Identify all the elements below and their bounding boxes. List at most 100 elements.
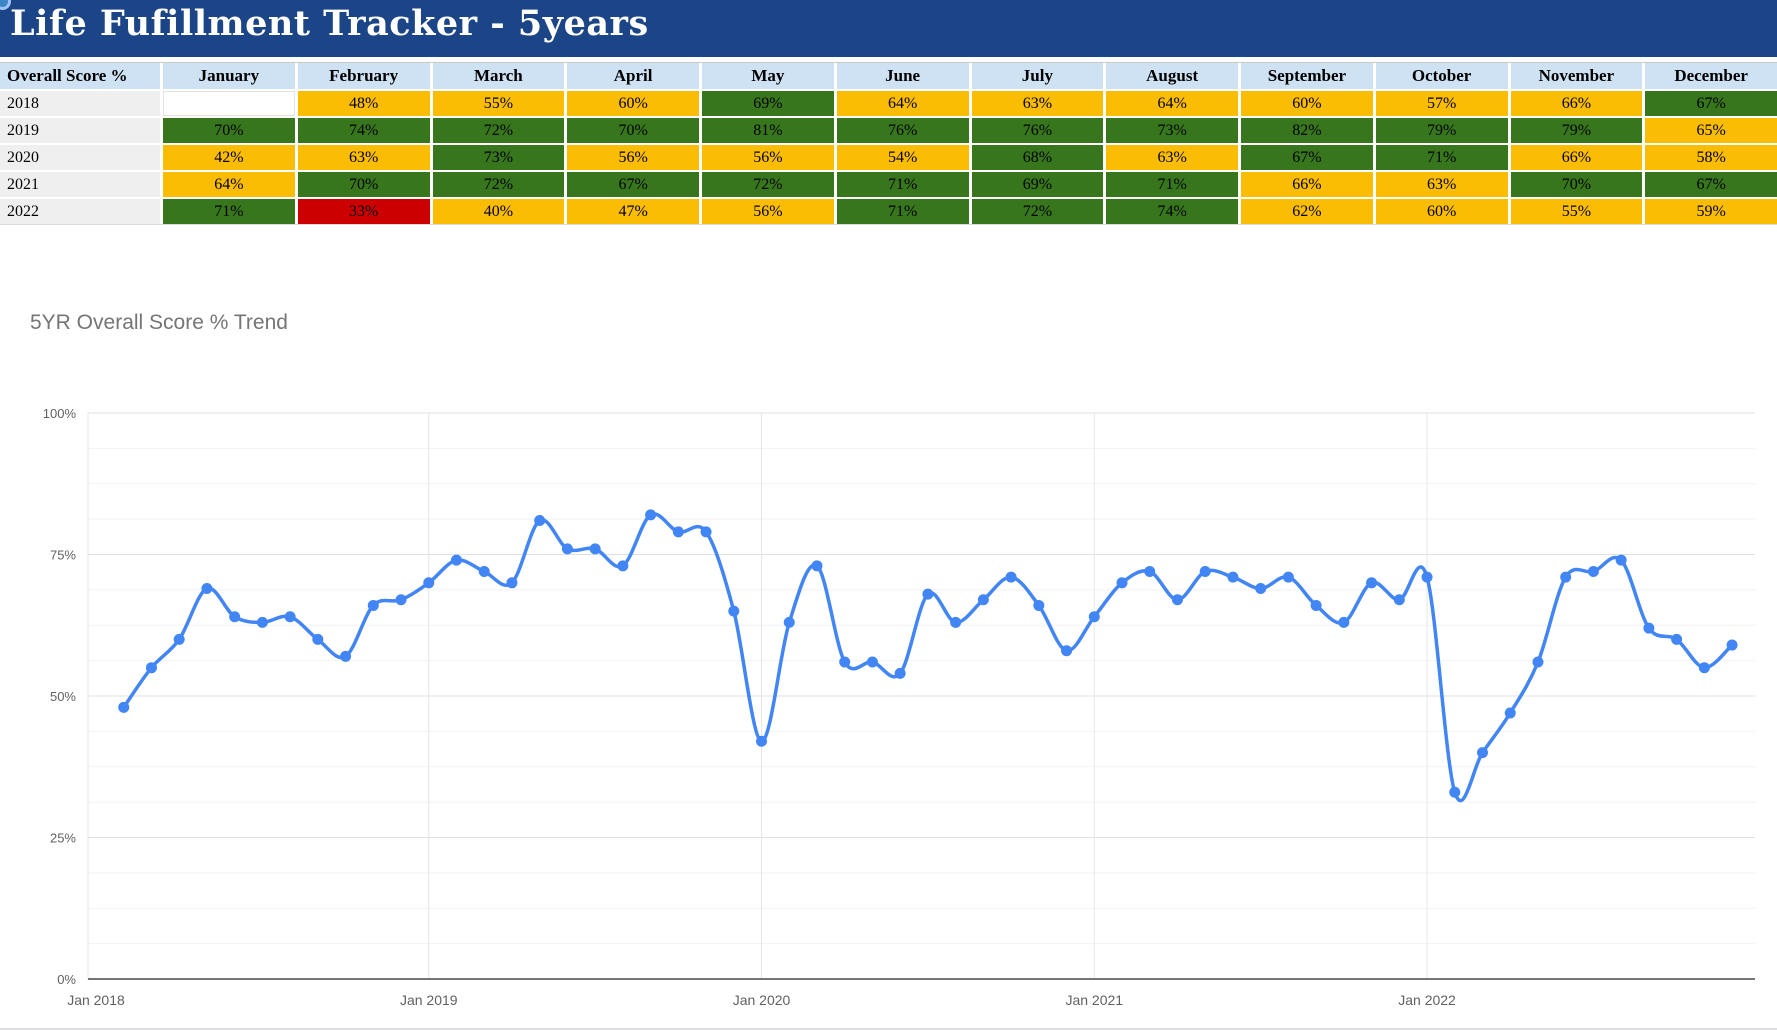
data-point[interactable]: [1643, 622, 1655, 634]
score-cell[interactable]: 67%: [1645, 172, 1777, 197]
score-cell[interactable]: 73%: [432, 145, 565, 170]
score-cell[interactable]: 64%: [836, 91, 969, 116]
data-point[interactable]: [561, 543, 573, 555]
month-header-december[interactable]: December: [1645, 63, 1777, 89]
score-cell[interactable]: 76%: [836, 118, 969, 143]
score-cell[interactable]: 66%: [1510, 91, 1643, 116]
score-cell[interactable]: 71%: [1106, 172, 1238, 197]
data-point[interactable]: [1199, 565, 1211, 577]
score-cell[interactable]: 67%: [1241, 145, 1373, 170]
score-cell[interactable]: 68%: [971, 145, 1104, 170]
score-cell[interactable]: 79%: [1375, 118, 1508, 143]
score-cell[interactable]: 60%: [567, 91, 699, 116]
data-point[interactable]: [1088, 611, 1100, 623]
data-point[interactable]: [1171, 594, 1183, 606]
data-point[interactable]: [284, 611, 296, 623]
data-point[interactable]: [1282, 571, 1294, 583]
score-cell[interactable]: 64%: [1106, 91, 1238, 116]
data-point[interactable]: [894, 667, 906, 679]
month-header-january[interactable]: January: [163, 63, 295, 89]
month-header-february[interactable]: February: [297, 63, 430, 89]
score-cell[interactable]: 73%: [1106, 118, 1238, 143]
data-point[interactable]: [977, 594, 989, 606]
score-cell[interactable]: 67%: [567, 172, 699, 197]
data-point[interactable]: [1116, 577, 1128, 589]
data-point[interactable]: [1615, 554, 1627, 566]
month-header-june[interactable]: June: [836, 63, 969, 89]
data-point[interactable]: [1477, 747, 1488, 759]
data-point[interactable]: [1449, 786, 1461, 798]
data-point[interactable]: [367, 599, 379, 611]
data-point[interactable]: [1033, 599, 1045, 611]
data-point[interactable]: [839, 656, 851, 668]
data-point[interactable]: [118, 701, 130, 713]
data-point[interactable]: [423, 577, 435, 589]
data-point[interactable]: [1698, 662, 1710, 674]
data-point[interactable]: [700, 526, 712, 538]
score-cell[interactable]: 47%: [567, 199, 699, 224]
data-point[interactable]: [783, 616, 795, 628]
score-cell[interactable]: 60%: [1375, 199, 1508, 224]
month-header-may[interactable]: May: [702, 63, 834, 89]
month-header-july[interactable]: July: [971, 63, 1104, 89]
month-header-august[interactable]: August: [1106, 63, 1238, 89]
score-cell[interactable]: 79%: [1510, 118, 1643, 143]
score-cell[interactable]: 74%: [297, 118, 430, 143]
data-point[interactable]: [866, 656, 878, 668]
data-point[interactable]: [617, 560, 629, 572]
score-cell[interactable]: 71%: [1375, 145, 1508, 170]
data-point[interactable]: [811, 560, 823, 572]
data-point[interactable]: [1504, 707, 1516, 719]
data-point[interactable]: [256, 616, 268, 628]
score-cell[interactable]: 72%: [702, 172, 834, 197]
year-label-2019[interactable]: 2019: [0, 118, 160, 143]
score-cell[interactable]: 70%: [163, 118, 295, 143]
score-cell[interactable]: 56%: [567, 145, 699, 170]
data-point[interactable]: [1560, 571, 1572, 583]
score-cell[interactable]: 33%: [297, 199, 430, 224]
score-cell[interactable]: 55%: [1510, 199, 1643, 224]
score-cell[interactable]: 62%: [1241, 199, 1373, 224]
score-cell[interactable]: 63%: [971, 91, 1104, 116]
score-cell[interactable]: 72%: [432, 172, 565, 197]
score-cell[interactable]: 82%: [1241, 118, 1373, 143]
data-point[interactable]: [1421, 571, 1433, 583]
data-point[interactable]: [1144, 565, 1156, 577]
data-point[interactable]: [229, 611, 241, 623]
score-cell[interactable]: 74%: [1106, 199, 1238, 224]
data-point[interactable]: [534, 515, 546, 527]
data-point[interactable]: [1255, 582, 1267, 594]
score-cell[interactable]: 54%: [836, 145, 969, 170]
data-point[interactable]: [950, 616, 962, 628]
score-cell[interactable]: 76%: [971, 118, 1104, 143]
score-cell[interactable]: 71%: [836, 172, 969, 197]
trend-chart[interactable]: 5YR Overall Score % Trend 0% 25% 50% 75% 100…: [0, 290, 1777, 1030]
year-label-2018[interactable]: 2018: [0, 91, 160, 116]
score-cell[interactable]: 66%: [1510, 145, 1643, 170]
data-point[interactable]: [1726, 639, 1738, 651]
data-point[interactable]: [478, 565, 490, 577]
data-point[interactable]: [450, 554, 462, 566]
score-cell[interactable]: 72%: [971, 199, 1104, 224]
month-header-october[interactable]: October: [1375, 63, 1508, 89]
score-cell[interactable]: 66%: [1241, 172, 1373, 197]
score-cell[interactable]: 65%: [1645, 118, 1777, 143]
year-label-2022[interactable]: 2022: [0, 199, 160, 224]
score-cell[interactable]: 57%: [1375, 91, 1508, 116]
score-cell[interactable]: 70%: [297, 172, 430, 197]
score-cell[interactable]: 40%: [432, 199, 565, 224]
score-cell[interactable]: 55%: [432, 91, 565, 116]
score-cell[interactable]: 63%: [1106, 145, 1238, 170]
data-point[interactable]: [1587, 565, 1599, 577]
score-cell[interactable]: 42%: [163, 145, 295, 170]
data-point[interactable]: [395, 594, 407, 606]
month-header-april[interactable]: April: [567, 63, 699, 89]
score-cell[interactable]: 72%: [432, 118, 565, 143]
data-point[interactable]: [1393, 594, 1405, 606]
data-point[interactable]: [922, 588, 934, 600]
score-cell[interactable]: [163, 91, 295, 116]
month-header-september[interactable]: September: [1241, 63, 1373, 89]
year-label-2021[interactable]: 2021: [0, 172, 160, 197]
data-point[interactable]: [1366, 577, 1378, 589]
data-point[interactable]: [201, 582, 213, 594]
